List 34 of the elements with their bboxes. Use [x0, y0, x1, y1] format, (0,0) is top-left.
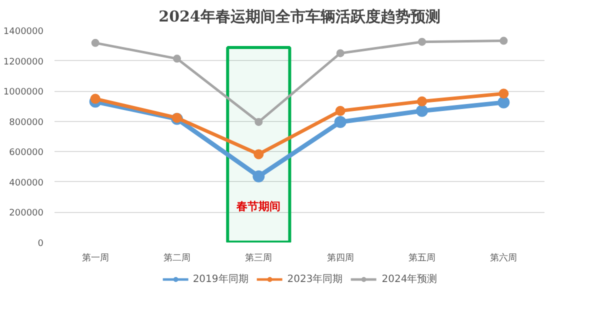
y-tick-label: 200000: [9, 208, 44, 219]
point: [498, 88, 509, 99]
y-tick-label: 800000: [9, 118, 44, 128]
legend-label: 2024年预测: [382, 272, 438, 286]
point: [416, 104, 428, 117]
legend-label: 2023年同期: [287, 272, 343, 286]
point: [335, 106, 346, 116]
legend-label: 2019年同期: [192, 272, 248, 286]
y-tick-label: 1400000: [3, 27, 44, 37]
point: [252, 170, 265, 182]
point: [336, 49, 344, 58]
y-tick-label: 0: [38, 239, 44, 249]
point: [418, 38, 426, 46]
y-tick-label: 600000: [9, 148, 44, 158]
y-tick-label: 1000000: [3, 88, 44, 98]
x-tick-label: 第五周: [408, 252, 436, 264]
point: [173, 54, 181, 63]
band-label: 春节期间: [236, 200, 281, 213]
y-tick-label: 1200000: [3, 57, 44, 68]
point: [91, 38, 100, 47]
point: [254, 118, 263, 126]
point: [254, 149, 264, 160]
x-tick-label: 第六周: [490, 252, 518, 264]
point: [90, 94, 100, 104]
point: [334, 116, 346, 128]
x-tick-label: 第二周: [164, 252, 190, 264]
y-tick-label: 400000: [9, 178, 44, 188]
x-tick-label: 第三周: [245, 252, 272, 264]
x-tick-label: 第四周: [326, 252, 354, 264]
point: [500, 36, 508, 45]
point: [417, 96, 427, 106]
point: [498, 96, 510, 108]
chart-title: 2024年春运期间全市车辆活跃度趋势预测: [158, 8, 440, 26]
x-tick-label: 第一周: [82, 252, 109, 264]
